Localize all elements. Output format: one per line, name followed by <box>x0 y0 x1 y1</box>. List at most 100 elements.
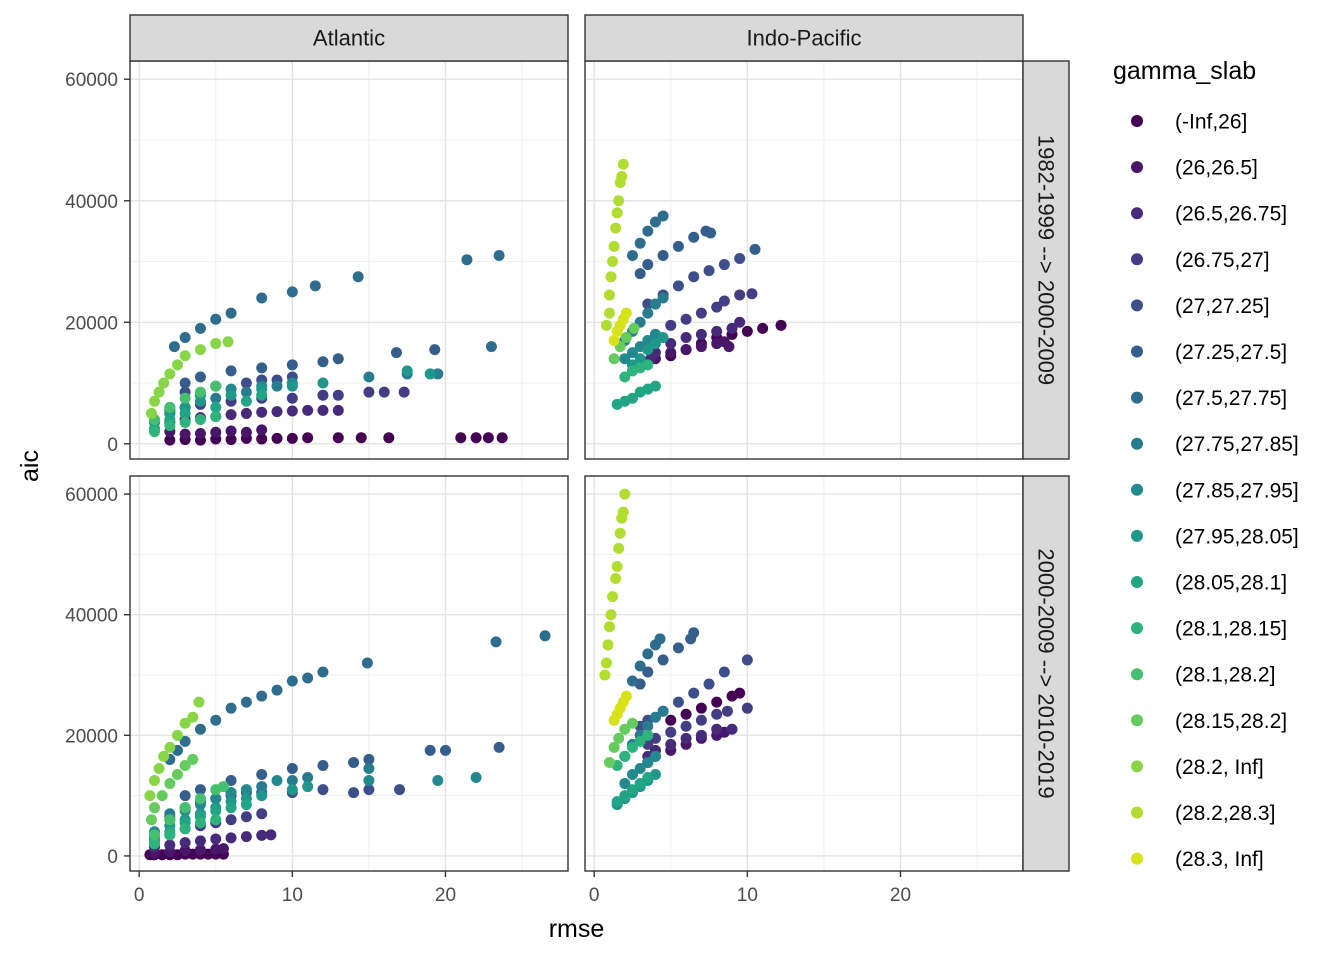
data-point <box>153 762 165 774</box>
data-point <box>168 341 180 353</box>
data-point <box>726 723 738 735</box>
x-tick-label: 10 <box>282 885 303 906</box>
data-point <box>286 775 298 787</box>
data-point <box>179 837 191 849</box>
x-tick-label: 20 <box>890 885 911 906</box>
data-point <box>361 657 373 669</box>
data-point <box>363 775 375 787</box>
data-point <box>649 380 661 392</box>
data-point <box>634 762 646 774</box>
data-point <box>194 344 206 356</box>
data-point <box>642 359 654 371</box>
data-point <box>617 506 629 518</box>
data-point <box>607 256 619 268</box>
data-point <box>604 307 616 319</box>
data-point <box>225 802 237 814</box>
data-point <box>363 784 375 796</box>
data-point <box>256 433 268 445</box>
data-point <box>642 298 654 310</box>
legend-key <box>1131 253 1143 266</box>
data-point <box>688 231 700 243</box>
data-point <box>240 811 252 823</box>
data-point <box>332 389 344 401</box>
data-point <box>225 425 237 437</box>
data-point <box>602 639 614 651</box>
legend-entry: (27.75,27.85] <box>1131 433 1299 456</box>
data-point <box>317 666 329 678</box>
data-point <box>672 696 684 708</box>
data-point <box>179 844 191 856</box>
legend-label: (27,27.25] <box>1175 295 1270 318</box>
data-point <box>194 793 206 805</box>
y-tick-label: 20000 <box>65 726 118 747</box>
data-point <box>672 280 684 292</box>
data-point <box>626 249 638 261</box>
legend-label: (28.2,28.3] <box>1175 802 1275 825</box>
data-point <box>680 720 692 732</box>
data-point <box>164 741 176 753</box>
data-point <box>688 271 700 283</box>
data-point <box>210 380 222 392</box>
data-point <box>634 778 646 790</box>
data-point <box>222 336 234 348</box>
data-point <box>210 814 222 826</box>
data-point <box>332 353 344 365</box>
data-point <box>665 738 677 750</box>
legend-key <box>1131 760 1143 773</box>
data-point <box>482 432 494 444</box>
data-point <box>649 711 661 723</box>
legend-label: (28.05,28.1] <box>1175 572 1287 595</box>
data-point <box>703 265 715 277</box>
data-point <box>286 784 298 796</box>
data-point <box>286 380 298 392</box>
strip-label: 2000-2009 --> 2010-2019 <box>1034 548 1059 798</box>
data-point <box>194 427 206 439</box>
data-point <box>286 675 298 687</box>
data-point <box>225 832 237 844</box>
y-tick-label: 40000 <box>65 606 118 627</box>
data-point <box>256 790 268 802</box>
data-point <box>317 784 329 796</box>
legend-entry: (26.75,27] <box>1131 249 1270 272</box>
data-point <box>302 404 314 416</box>
data-point <box>620 331 632 343</box>
data-point <box>634 237 646 249</box>
data-point <box>642 756 654 768</box>
data-point <box>695 714 707 726</box>
data-point <box>348 756 360 768</box>
data-point <box>158 377 170 389</box>
data-point <box>424 744 436 756</box>
data-point <box>619 750 631 762</box>
legend-label: (28.2, Inf] <box>1175 756 1264 779</box>
data-point <box>179 428 191 440</box>
legend-key <box>1131 714 1143 727</box>
panel-indo-pacific-row-1 <box>584 60 1024 460</box>
data-point <box>164 814 176 826</box>
legend-key <box>1131 299 1143 312</box>
data-point <box>721 705 733 717</box>
legend-label: (28.1,28.15] <box>1175 618 1287 641</box>
data-point <box>317 377 329 389</box>
data-point <box>741 325 753 337</box>
data-point <box>619 371 631 383</box>
data-point <box>194 844 206 856</box>
y-tick-label: 60000 <box>65 70 118 91</box>
data-point <box>607 591 619 603</box>
data-point <box>286 432 298 444</box>
data-point <box>626 769 638 781</box>
data-point <box>394 784 406 796</box>
data-point <box>271 775 283 787</box>
data-point <box>194 784 206 796</box>
data-point <box>225 389 237 401</box>
data-point <box>149 829 161 841</box>
data-point <box>332 404 344 416</box>
data-point <box>164 368 176 380</box>
y-tick-label: 60000 <box>65 485 118 506</box>
data-point <box>145 814 157 826</box>
data-point <box>654 633 666 645</box>
data-point <box>271 684 283 696</box>
data-point <box>363 762 375 774</box>
data-point <box>620 690 632 702</box>
data-point <box>634 735 646 747</box>
data-point <box>665 726 677 738</box>
